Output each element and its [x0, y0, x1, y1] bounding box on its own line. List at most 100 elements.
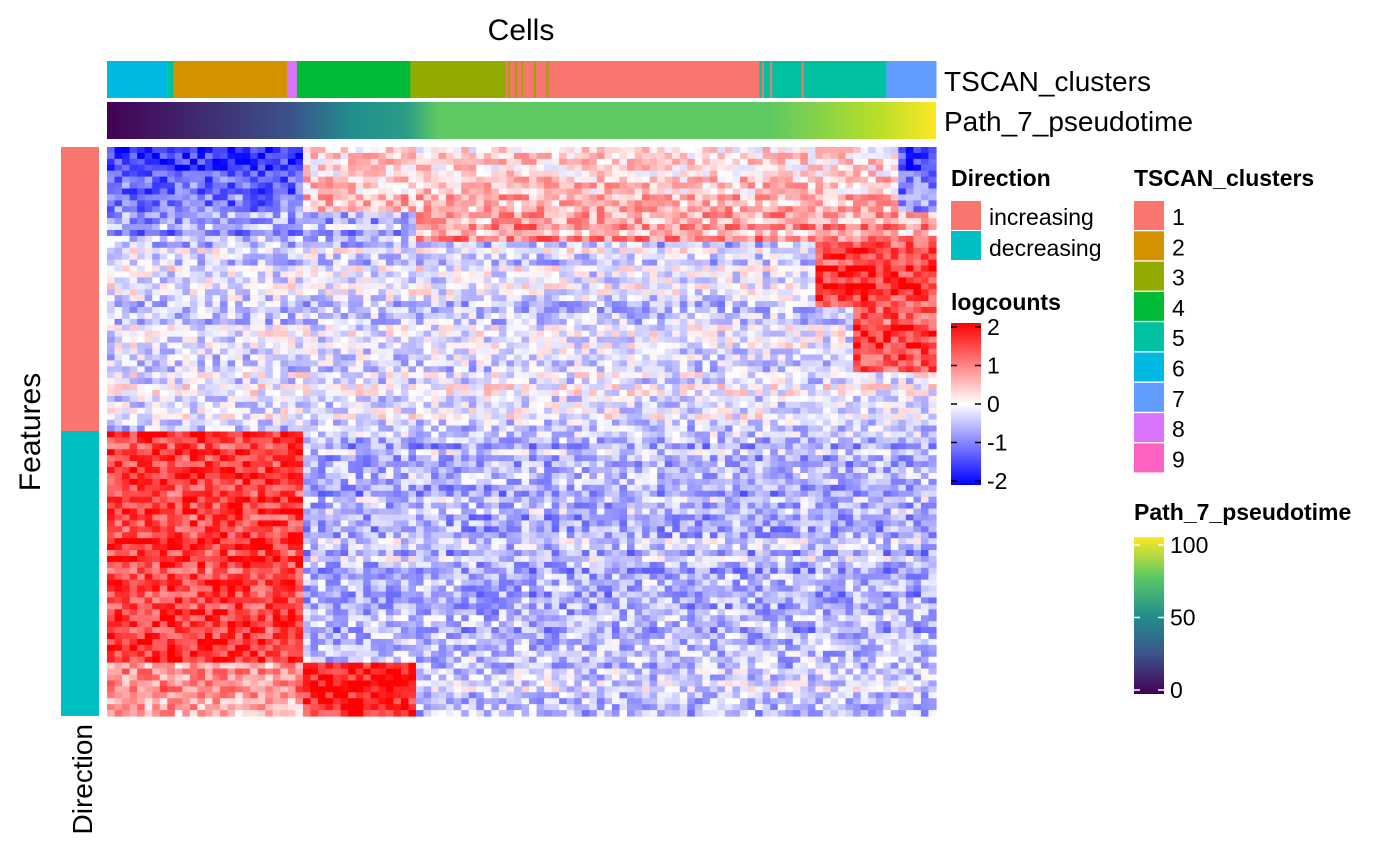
- heatmap-cell: [220, 372, 229, 379]
- heatmap-cell: [438, 324, 447, 332]
- heatmap-cell: [913, 401, 922, 409]
- heatmap-cell: [167, 164, 176, 172]
- heatmap-cell: [649, 188, 658, 196]
- heatmap-cell: [589, 235, 598, 243]
- heatmap-cell: [204, 413, 214, 421]
- heatmap-cell: [883, 390, 892, 397]
- heatmap-cell: [800, 224, 809, 231]
- heatmap-cell: [604, 354, 613, 361]
- heatmap-cell: [521, 348, 530, 356]
- heatmap-cell: [468, 271, 477, 278]
- heatmap-cell: [137, 342, 146, 350]
- heatmap-cell: [815, 378, 824, 385]
- heatmap-cell: [807, 348, 817, 356]
- heatmap-cell: [702, 212, 711, 219]
- heatmap-cell: [498, 176, 508, 184]
- cluster-line-3: [546, 61, 549, 98]
- heatmap-cell: [883, 265, 892, 273]
- heatmap-cell: [167, 390, 176, 397]
- heatmap-cell: [280, 390, 289, 397]
- heatmap-cell: [785, 324, 794, 332]
- heatmap-cell: [220, 212, 229, 219]
- pseudotime-annotation: [107, 102, 936, 139]
- heatmap-cell: [642, 401, 651, 409]
- heatmap-cell: [400, 194, 410, 201]
- heatmap-cell: [363, 271, 372, 278]
- heatmap-cell: [574, 218, 583, 225]
- heatmap-cell: [800, 354, 809, 361]
- heatmap-cell: [672, 378, 681, 385]
- heatmap-cell: [318, 360, 327, 367]
- heatmap-cell: [378, 324, 387, 332]
- heatmap-cell: [348, 378, 357, 385]
- heatmap-cell: [694, 289, 703, 296]
- heatmap-cell: [853, 194, 862, 201]
- heatmap-cell: [747, 312, 756, 320]
- heatmap-cell: [107, 253, 116, 261]
- heatmap-cell: [687, 147, 696, 154]
- heatmap-cell: [724, 360, 734, 367]
- heatmap-cell: [446, 289, 455, 296]
- heatmap-cell: [898, 312, 907, 320]
- heatmap-cell: [333, 235, 342, 243]
- heatmap-cell: [167, 342, 176, 350]
- heatmap-cell: [559, 152, 568, 160]
- heatmap-cell: [355, 147, 364, 154]
- heatmap-cell: [280, 200, 289, 207]
- heatmap-cell: [378, 342, 387, 350]
- heatmap-cell: [627, 253, 636, 261]
- heatmap-cell: [235, 289, 244, 296]
- heatmap-cell: [589, 194, 598, 201]
- heatmap-cell: [905, 336, 914, 344]
- heatmap-cell: [830, 218, 839, 225]
- heatmap-cell: [529, 188, 538, 196]
- heatmap-cell: [167, 413, 176, 421]
- heatmap-cell: [318, 384, 327, 391]
- heatmap-cell: [122, 395, 131, 403]
- heatmap-cell: [227, 354, 236, 361]
- heatmap-cell: [476, 301, 485, 308]
- heatmap-cell: [453, 354, 462, 361]
- heatmap-cell: [709, 152, 719, 160]
- heatmap-cell: [423, 390, 432, 397]
- heatmap-cell: [506, 372, 515, 379]
- heatmap-cell: [272, 378, 281, 385]
- heatmap-cell: [868, 152, 877, 160]
- heatmap-cell: [197, 253, 206, 261]
- heatmap-cell: [287, 360, 297, 367]
- heatmap-cell: [197, 384, 206, 391]
- heatmap-cell: [167, 259, 176, 267]
- heatmap-cell: [544, 212, 553, 219]
- heatmap-cell: [122, 164, 131, 172]
- heatmap-cell: [709, 289, 719, 296]
- heatmap-cell: [415, 241, 425, 249]
- heatmap-cell: [302, 324, 312, 332]
- heatmap-cell: [506, 265, 515, 273]
- heatmap-cell: [868, 224, 877, 231]
- heatmap-cell: [250, 330, 259, 338]
- heatmap-cell: [378, 229, 387, 237]
- heatmap-cell: [529, 224, 538, 231]
- heatmap-cell: [453, 188, 462, 196]
- heatmap-cell: [446, 295, 455, 302]
- heatmap-cell: [800, 247, 809, 255]
- heatmap-cell: [913, 283, 922, 290]
- heatmap-cell: [476, 366, 485, 373]
- heatmap-cell: [242, 265, 251, 273]
- heatmap-cell: [476, 384, 485, 391]
- heatmap-cell: [453, 182, 462, 190]
- heatmap-cell: [860, 277, 869, 284]
- heatmap-cell: [438, 312, 447, 320]
- heatmap-cell: [875, 277, 884, 284]
- heatmap-cell: [777, 366, 786, 373]
- heatmap-cell: [679, 182, 688, 190]
- heatmap-cell: [453, 241, 462, 249]
- heatmap-cell: [446, 401, 455, 409]
- heatmap-cell: [280, 372, 289, 379]
- heatmap-cell: [838, 194, 847, 201]
- heatmap-cell: [875, 212, 884, 219]
- heatmap-cell: [212, 176, 221, 184]
- heatmap-cell: [642, 147, 651, 154]
- heatmap-cell: [898, 360, 907, 367]
- heatmap-cell: [770, 247, 779, 255]
